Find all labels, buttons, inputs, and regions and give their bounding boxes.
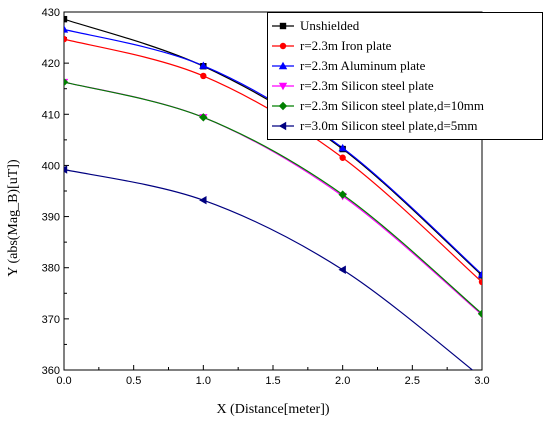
legend-entry: r=3.0m Silicon steel plate,d=5mm [268, 116, 478, 135]
data-point [477, 309, 482, 318]
x-tick-label: 0.0 [56, 375, 71, 387]
legend-label: r=2.3m Aluminum plate [300, 57, 426, 73]
legend-marker [278, 121, 287, 130]
data-point [200, 72, 207, 80]
y-tick-label: 360 [42, 365, 60, 377]
y-tick-label: 400 [42, 160, 60, 172]
legend-entry: r=2.3m Silicon steel plate [268, 76, 434, 95]
legend-swatch [272, 42, 294, 49]
data-point [199, 61, 208, 69]
data-point [478, 278, 482, 286]
legend-marker [278, 82, 288, 90]
legend-swatch [272, 121, 294, 130]
x-tick-label: 2.0 [335, 375, 350, 387]
legend-label: r=2.3m Silicon steel plate,d=10mm [300, 97, 484, 113]
legend-entry: Unshielded [268, 16, 359, 35]
data-point [199, 113, 208, 122]
x-tick-label: 0.5 [126, 375, 141, 387]
legend-entry: r=2.3m Silicon steel plate,d=10mm [268, 96, 484, 115]
y-axis-label: Y (abs(Mag_B)[uT]) [6, 159, 21, 277]
data-point [64, 25, 69, 33]
axis-ticks: 0.0 0.5 1.0 1.5 2.0 2.5 3.0 360 370 380 390 400 410 4… [42, 7, 490, 387]
legend-swatch [272, 82, 294, 90]
data-point [64, 15, 68, 23]
x-tick-label: 3.0 [474, 375, 489, 387]
data-point [338, 190, 347, 199]
data-point [64, 165, 68, 174]
y-tick-label: 410 [42, 109, 60, 121]
legend-label: Unshielded [300, 17, 360, 33]
legend-marker [278, 101, 288, 110]
legend-label: r=2.3m Iron plate [300, 37, 392, 53]
y-tick-label: 430 [42, 7, 60, 19]
x-axis-label: X (Distance[meter]) [216, 402, 330, 417]
legend-swatch [272, 101, 294, 110]
legend-marker [279, 22, 287, 29]
data-point [339, 154, 346, 161]
y-tick-label: 380 [42, 263, 60, 275]
y-tick-label: 370 [42, 314, 60, 326]
legend-swatch [272, 61, 294, 69]
data-point [338, 265, 346, 274]
legend-marker [279, 42, 287, 49]
legend-entry: r=2.3m Iron plate [268, 36, 391, 55]
series-markers [64, 15, 482, 319]
y-tick-label: 420 [42, 58, 60, 70]
x-tick-label: 2.5 [405, 375, 420, 387]
x-tick-label: 1.5 [265, 375, 280, 387]
data-point [64, 35, 68, 43]
y-tick-label: 390 [42, 212, 60, 224]
series-line [64, 81, 482, 315]
series-line [64, 168, 474, 370]
data-point [477, 270, 482, 278]
data-point [64, 77, 69, 87]
legend-marker [278, 61, 288, 69]
legend: Unshielded r=2.3m Iron plate r=2.3m Alumin… [267, 12, 543, 140]
data-point [338, 143, 347, 152]
legend-label: r=2.3m Silicon steel plate [300, 77, 434, 93]
legend-swatch [272, 22, 294, 29]
x-tick-label: 1.0 [196, 375, 211, 387]
legend-entry: r=2.3m Aluminum plate [268, 56, 425, 75]
legend-label: r=3.0m Silicon steel plate,d=5mm [300, 117, 478, 133]
data-point [199, 196, 207, 205]
